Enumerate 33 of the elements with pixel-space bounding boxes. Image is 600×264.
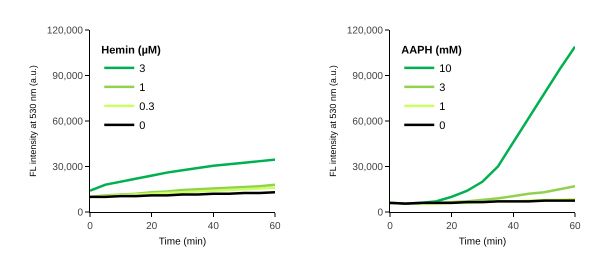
y-tick-label: 0 [77,208,84,218]
x-tick-label: 20 [446,221,458,232]
legend-label: 0 [139,120,146,132]
legend-label: 0.3 [139,101,155,114]
line-series [90,158,275,192]
legend-label: 3 [139,63,146,76]
legend-label: 1 [139,82,146,94]
x-tick-label: 0 [87,221,94,232]
legend-label: 1 [439,101,446,114]
legend-label: 10 [439,63,452,76]
x-tick-label: 40 [508,221,520,232]
y-tick-label: 0 [377,208,384,218]
x-tick-label: 20 [146,221,158,232]
y-tick-label: 30,000 [352,162,384,173]
y-tick-label: 60,000 [352,116,384,128]
legend-label: 3 [439,82,446,94]
x-tick-label: 0 [387,221,394,232]
x-tick-label: 60 [569,221,581,232]
y-tick-label: 90,000 [352,71,384,82]
y-tick-label: 60,000 [52,116,84,128]
y-tick-label: 120,000 [346,26,384,36]
legend-title: AAPH (mM) [401,44,462,56]
y-tick-label: 90,000 [52,71,84,82]
x-axis-title: Time (min) [458,236,506,248]
y-axis-title: FL intensity at 530 nm (a.u.) [328,65,338,177]
legend-label: 0 [439,120,446,132]
x-axis-title: Time (min) [158,236,206,248]
y-tick-label: 30,000 [52,162,84,173]
y-tick-label: 120,000 [46,26,84,36]
x-tick-label: 60 [269,221,281,232]
legend-title: Hemin (µM) [101,44,162,56]
x-tick-label: 40 [208,221,220,232]
y-axis-title: FL intensity at 530 nm (a.u.) [28,65,38,177]
